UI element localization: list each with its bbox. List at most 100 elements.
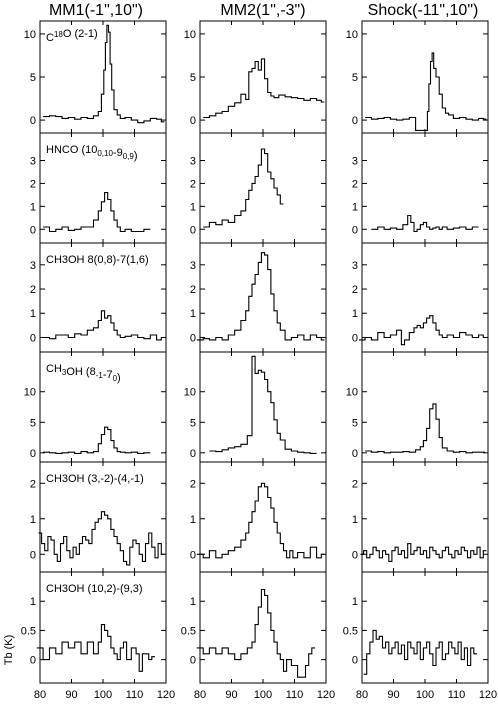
y-tick-label: 5 xyxy=(352,72,358,84)
x-tick-label: 80 xyxy=(34,689,46,701)
y-tick-label: 2 xyxy=(190,284,196,296)
column-title-2: MM2(1",-3") xyxy=(220,2,305,19)
y-axis-label: Tb (K) xyxy=(3,635,15,666)
molecule-label: CH3OH 8(0,8)-7(1,6) xyxy=(46,254,149,266)
molecule-label: HNCO (100,10-90,9) xyxy=(46,144,138,162)
y-tick-label: 3 xyxy=(352,156,358,168)
y-tick-label: 1 xyxy=(190,596,196,608)
y-tick-label: 5 xyxy=(190,417,196,429)
panel-r1-c2: 0 5 10 xyxy=(184,20,327,134)
y-tick-label: 0 xyxy=(190,549,196,561)
spectrum-line xyxy=(43,192,151,233)
spectrum-line xyxy=(38,511,165,566)
column-title-1: MM1(-1",10") xyxy=(49,2,143,19)
x-tick-label: 100 xyxy=(94,689,112,701)
y-tick-label: 3 xyxy=(352,260,358,272)
panel-r5-c1: 0 1 2 CH3OH (3,-2)-(4,-1) xyxy=(30,461,167,573)
panel-frame xyxy=(199,461,327,573)
molecule-label: CH3OH (10,2)-(9,3) xyxy=(46,583,143,595)
x-tick-label: 110 xyxy=(286,689,304,701)
x-tick-label: 90 xyxy=(387,689,399,701)
x-axes: 8090100110120Velocity (km/s)809010011012… xyxy=(34,689,497,706)
panel-frame xyxy=(361,351,489,463)
panel-r5-c2: 0 1 2 xyxy=(190,461,327,573)
panel-r3-c1: 0 1 2 3 CH3OH 8(0,8)-7(1,6) xyxy=(30,242,167,353)
panel-r5-c3: 0 1 2 xyxy=(352,461,489,573)
y-tick-label: 5 xyxy=(352,417,358,429)
molecule-label: CH3OH (8-1-70) xyxy=(46,363,121,384)
y-tick-label: 1 xyxy=(352,201,358,213)
x-tick-label: 120 xyxy=(317,689,335,701)
y-tick-label: 0 xyxy=(30,448,36,460)
y-tick-label: 1 xyxy=(352,308,358,320)
y-tick-label: 0 xyxy=(352,549,358,561)
spectrum-line xyxy=(43,310,165,341)
panel-frame xyxy=(361,242,489,353)
panel-frame xyxy=(199,20,327,134)
y-tick-label: 0 xyxy=(30,224,36,236)
y-tick-label: 10 xyxy=(24,387,36,399)
y-tick-label: 10 xyxy=(184,387,196,399)
column-title-3: Shock(-11",10") xyxy=(368,2,479,19)
y-tick-label: 2 xyxy=(352,178,358,190)
spectrum-line xyxy=(36,624,155,672)
spectrum-line xyxy=(196,482,325,559)
spectrum-line xyxy=(365,52,487,131)
panel-r1-c3: 0 5 10 xyxy=(346,20,489,134)
panel-r4-c3: 0 5 10 xyxy=(346,351,489,463)
y-tick-label: 0 xyxy=(352,655,358,667)
y-tick-label: 0 xyxy=(190,655,196,667)
spectrum-line xyxy=(196,588,315,678)
spectrum-line xyxy=(371,214,479,233)
y-tick-label: 3 xyxy=(30,260,36,272)
spectrum-line xyxy=(209,355,317,454)
y-tick-label: 2 xyxy=(30,284,36,296)
x-tick-label: 110 xyxy=(126,689,144,701)
y-tick-label: 3 xyxy=(190,156,196,168)
y-tick-label: 1 xyxy=(190,514,196,526)
spectrum-line xyxy=(363,629,477,675)
y-tick-label: 0 xyxy=(190,224,196,236)
x-tick-label: 90 xyxy=(225,689,237,701)
spectrum-line xyxy=(203,148,284,228)
panel-frame xyxy=(199,242,327,353)
y-tick-label: 3 xyxy=(190,260,196,272)
x-tick-label: 120 xyxy=(157,689,175,701)
y-tick-label: 0.5 xyxy=(181,625,196,637)
y-tick-label: 0.5 xyxy=(21,625,36,637)
spectrum-line xyxy=(43,24,165,124)
y-tick-label: 10 xyxy=(184,29,196,41)
spectrum-line xyxy=(43,426,151,454)
panel-r6-c2: 00.51 xyxy=(181,571,327,684)
y-tick-label: 0 xyxy=(30,332,36,344)
y-tick-label: 5 xyxy=(190,72,196,84)
molecule-label: CH3OH (3,-2)-(4,-1) xyxy=(46,473,144,485)
x-tick-label: 100 xyxy=(254,689,272,701)
panel-r2-c3: 0 1 2 3 xyxy=(352,132,489,244)
y-tick-label: 1 xyxy=(352,596,358,608)
y-tick-label: 5 xyxy=(30,72,36,84)
y-tick-label: 2 xyxy=(30,178,36,190)
panel-frame xyxy=(199,571,327,684)
x-tick-label: 110 xyxy=(448,689,466,701)
panel-r4-c1: 0 5 10 CH3OH (8-1-70) xyxy=(24,351,167,463)
x-tick-label: 100 xyxy=(416,689,434,701)
y-tick-label: 0 xyxy=(352,332,358,344)
panel-r1-c1: 0 5 10 C18O (2-1) xyxy=(24,20,167,134)
y-tick-label: 2 xyxy=(190,178,196,190)
y-tick-label: 0.5 xyxy=(343,625,358,637)
y-tick-label: 0 xyxy=(190,332,196,344)
y-tick-label: 1 xyxy=(30,201,36,213)
y-tick-label: 1 xyxy=(190,201,196,213)
spectrum-line xyxy=(365,403,485,454)
y-tick-label: 5 xyxy=(30,417,36,429)
panel-r6-c3: 00.51 xyxy=(343,571,489,684)
y-tick-label: 0 xyxy=(352,448,358,460)
panel-r3-c3: 0 1 2 3 xyxy=(352,242,489,353)
y-tick-label: 1 xyxy=(30,308,36,320)
panel-frame xyxy=(361,20,489,134)
molecule-label: C18O (2-1) xyxy=(46,28,98,44)
x-tick-label: 90 xyxy=(65,689,77,701)
y-tick-label: 1 xyxy=(30,514,36,526)
